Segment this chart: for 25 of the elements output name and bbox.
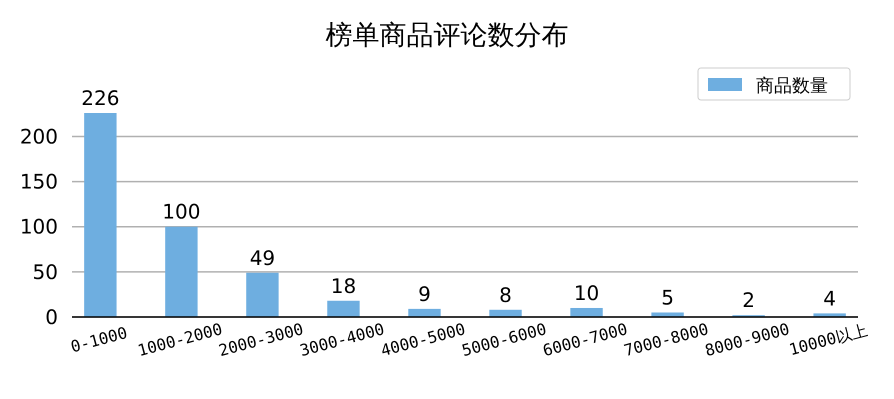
bar xyxy=(84,113,117,317)
data-label: 226 xyxy=(81,86,120,110)
x-tick-label: 0-1000 xyxy=(68,323,130,356)
data-label: 100 xyxy=(162,200,200,224)
bar xyxy=(165,226,198,317)
data-label: 49 xyxy=(250,246,276,270)
data-label: 18 xyxy=(330,274,356,298)
data-label: 4 xyxy=(823,286,836,310)
data-label: 8 xyxy=(499,282,512,307)
data-label: 2 xyxy=(742,288,755,312)
bar xyxy=(408,308,441,317)
y-tick-label: 150 xyxy=(20,170,58,194)
bar xyxy=(246,272,279,317)
chart-title: 榜单商品评论数分布 xyxy=(326,20,568,51)
y-tick-label: 200 xyxy=(20,124,58,148)
data-label: 9 xyxy=(418,282,431,306)
data-label: 5 xyxy=(661,285,674,310)
legend-label: 商品数量 xyxy=(756,75,828,96)
x-tick-label: 10000以上 xyxy=(787,320,870,360)
data-label: 10 xyxy=(574,280,600,305)
y-tick-label: 100 xyxy=(20,214,58,239)
y-tick-label: 50 xyxy=(32,260,58,284)
y-tick-label: 0 xyxy=(45,305,58,329)
bar xyxy=(327,300,360,317)
bar xyxy=(570,308,603,317)
